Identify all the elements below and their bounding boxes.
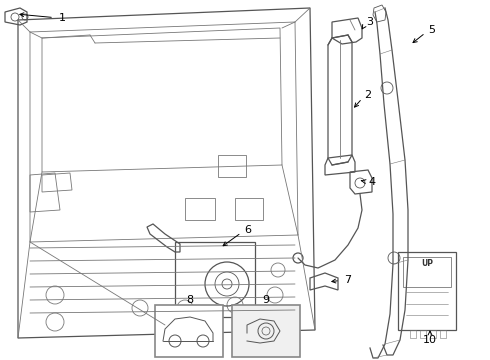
Bar	[398, 252, 456, 330]
Bar	[155, 305, 223, 357]
Text: 2: 2	[365, 90, 371, 100]
Bar	[218, 155, 246, 177]
Text: 3: 3	[367, 17, 373, 27]
Bar	[235, 198, 263, 220]
Bar	[175, 242, 255, 317]
Text: 4: 4	[368, 177, 375, 187]
Text: 10: 10	[423, 335, 437, 345]
Bar	[420, 330, 426, 338]
Bar	[430, 330, 436, 338]
Text: 1: 1	[58, 13, 66, 23]
Text: 5: 5	[428, 25, 436, 35]
Bar	[440, 330, 446, 338]
Text: 7: 7	[344, 275, 351, 285]
Bar	[232, 305, 300, 357]
Text: 6: 6	[245, 225, 251, 235]
Bar	[410, 330, 416, 338]
Bar	[185, 198, 215, 220]
Text: 8: 8	[186, 295, 194, 305]
Text: UP: UP	[421, 260, 433, 269]
Text: 9: 9	[263, 295, 270, 305]
Bar	[403, 257, 451, 287]
